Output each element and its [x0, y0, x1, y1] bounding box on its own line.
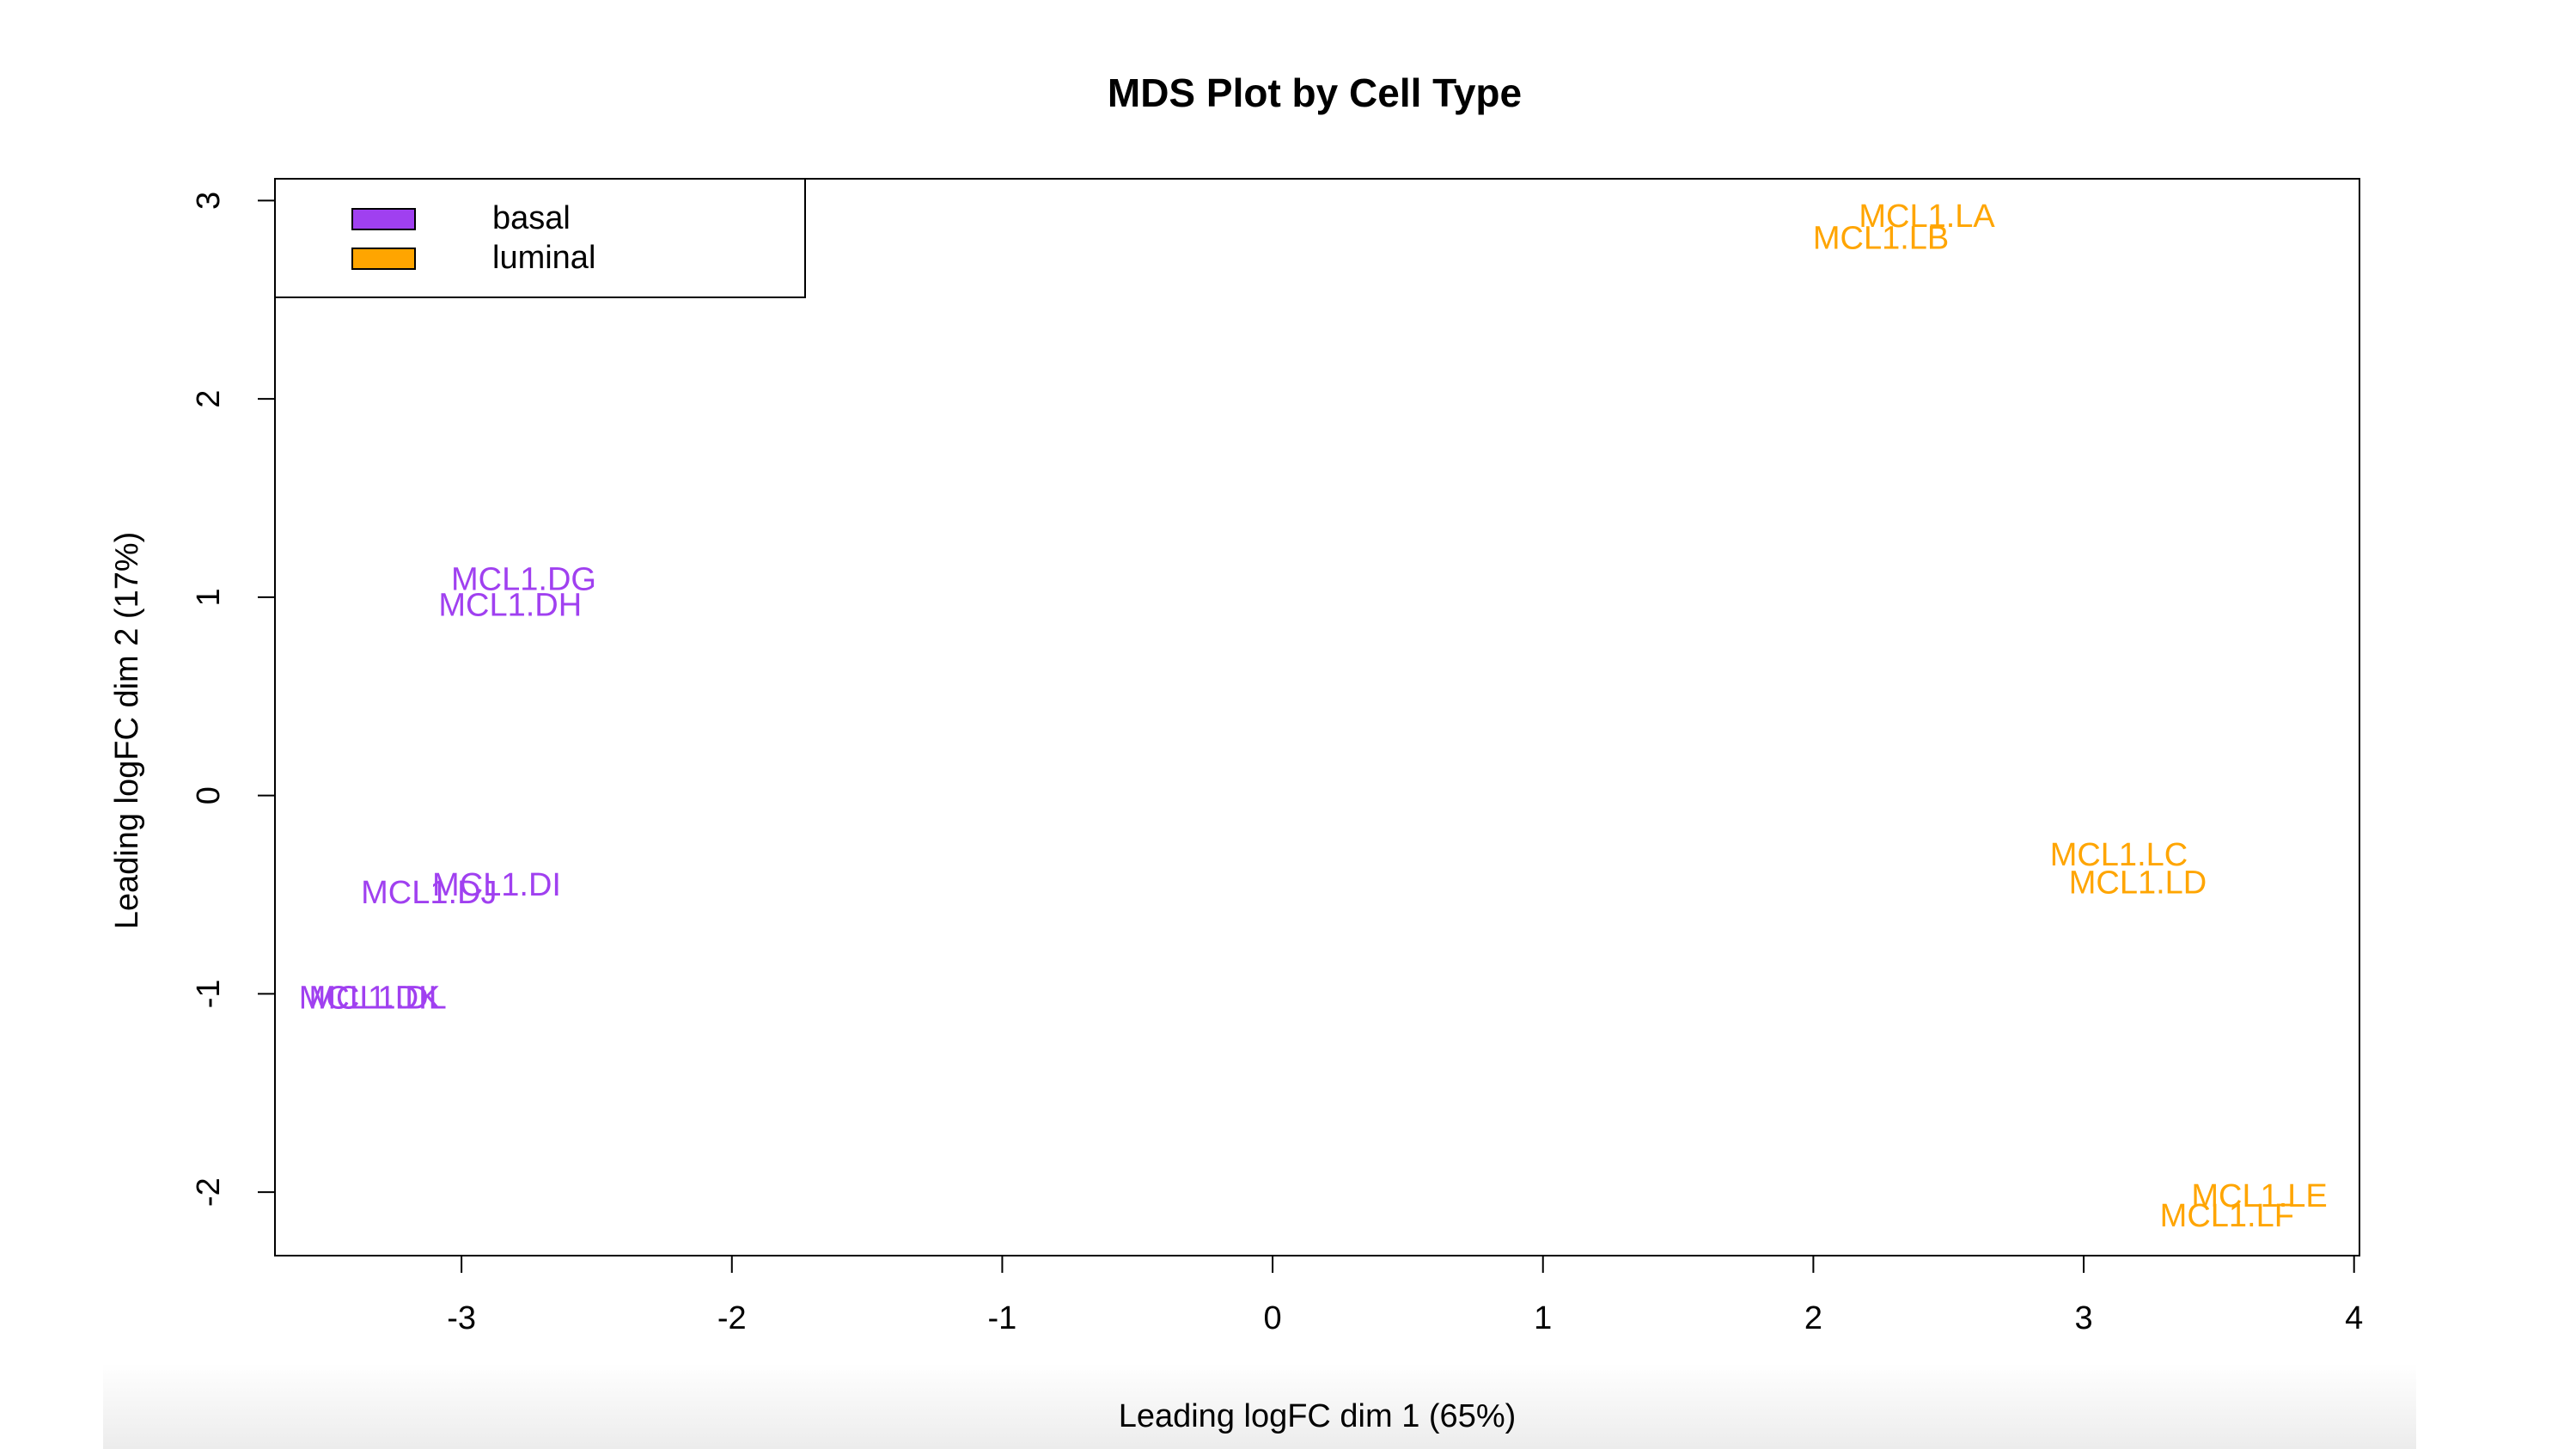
point-label: MCL1.DI	[432, 867, 561, 903]
x-tick-label: 4	[2345, 1300, 2363, 1336]
point-label: MCL1.LF	[2160, 1198, 2294, 1234]
y-axis-label: Leading logFC dim 2 (17%)	[109, 532, 145, 930]
x-tick-label: 2	[1804, 1300, 1822, 1336]
y-tick-label: -1	[191, 980, 227, 1009]
x-tick-label: 0	[1264, 1300, 1282, 1336]
y-tick-label: 0	[191, 786, 227, 804]
point-label: MCL1.LD	[2069, 865, 2207, 902]
bottom-shade	[103, 1363, 2416, 1449]
point-label: MCL1.DJ	[361, 875, 497, 911]
x-tick-label: -1	[988, 1300, 1017, 1336]
legend-swatch	[351, 208, 416, 230]
y-tick-label: 3	[191, 192, 227, 210]
x-tick-label: -3	[447, 1300, 476, 1336]
x-tick-label: 3	[2074, 1300, 2092, 1336]
point-label: MCL1.LC	[2050, 837, 2188, 873]
legend-label: basal	[492, 200, 571, 236]
y-tick-label: -2	[191, 1177, 227, 1207]
point-label: MCL1.DG	[451, 561, 596, 597]
legend-swatch	[351, 248, 416, 270]
point-label: MCL1.DH	[438, 587, 582, 623]
legend-label: luminal	[492, 240, 595, 276]
y-tick-label: 1	[191, 588, 227, 606]
legend-box	[274, 178, 806, 298]
chart-title: MDS Plot by Cell Type	[1108, 70, 1522, 115]
x-tick-label: 1	[1534, 1300, 1552, 1336]
point-label: MCL1.LB	[1813, 221, 1949, 257]
plot-frame	[274, 178, 2360, 1256]
point-label: MCL1.LA	[1859, 199, 1995, 235]
point-label: MCL1.LE	[2191, 1178, 2327, 1214]
point-label: MCL1.DL	[308, 980, 447, 1016]
x-tick-label: -2	[717, 1300, 747, 1336]
point-label: MCL1.DK	[299, 980, 441, 1016]
x-axis-label: Leading logFC dim 1 (65%)	[1119, 1398, 1517, 1434]
y-tick-label: 2	[191, 390, 227, 408]
